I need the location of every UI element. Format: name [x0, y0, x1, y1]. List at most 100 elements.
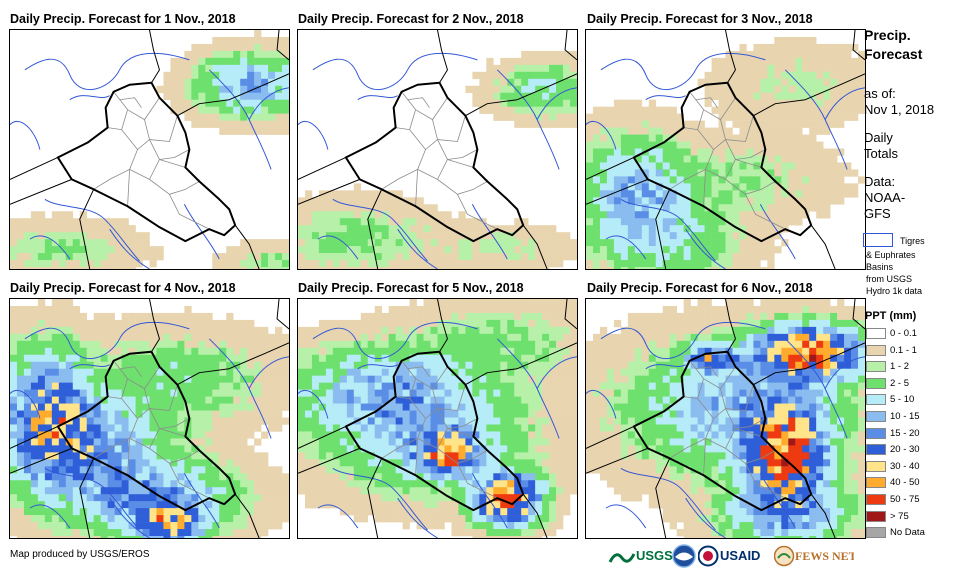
basin-boundary	[29, 235, 71, 260]
province-boundary	[725, 115, 754, 142]
province-boundary	[437, 448, 488, 464]
basin-boundary	[332, 467, 428, 531]
basin-boundary	[759, 473, 796, 529]
legend-label: 2 - 5	[890, 377, 910, 389]
country-border	[10, 447, 72, 474]
basin-boundary	[69, 364, 110, 370]
fews-net-logo: FEWS NET	[773, 544, 857, 568]
basin-boundary	[44, 467, 140, 531]
country-border	[564, 30, 577, 61]
basin-boundary	[248, 87, 289, 120]
legend-label: No Data	[890, 527, 925, 539]
province-boundary	[725, 384, 754, 411]
province-boundary	[735, 149, 766, 160]
country-border	[522, 224, 548, 269]
basin-boundary	[471, 204, 508, 260]
country-border	[79, 189, 95, 269]
panel-title-3: Daily Precip. Forecast for 3 Nov., 2018	[587, 12, 813, 26]
province-boundary	[127, 169, 130, 207]
totals-line: Totals	[864, 146, 898, 161]
province-boundary	[703, 169, 706, 207]
province-boundary	[127, 438, 130, 476]
legend-swatch	[866, 494, 886, 505]
panel-title-5: Daily Precip. Forecast for 5 Nov., 2018	[298, 281, 524, 295]
basin-boundary	[317, 235, 359, 260]
map-credit: Map produced by USGS/EROS	[10, 549, 150, 560]
province-boundary	[447, 149, 478, 160]
country-border	[655, 458, 671, 538]
legend-swatch	[866, 344, 886, 356]
country-border	[298, 178, 360, 205]
province-boundary	[457, 194, 498, 230]
country-border	[234, 493, 260, 538]
usgs-logo: USGS	[608, 544, 693, 568]
data-source-line-2: GFS	[864, 206, 891, 221]
legend-swatch	[866, 444, 886, 456]
legend-label: 50 - 75	[890, 494, 920, 505]
province-boundary	[683, 378, 704, 399]
country-border	[810, 224, 836, 269]
country-border	[437, 30, 448, 84]
basin-boundary	[471, 473, 508, 529]
basin-boundary	[536, 87, 577, 120]
province-boundary	[169, 194, 210, 230]
province-boundary	[401, 91, 448, 121]
basin-legend-swatch	[863, 233, 893, 247]
province-boundary	[669, 149, 714, 190]
province-boundary	[381, 149, 426, 190]
noaa-logo	[672, 544, 696, 568]
country-border	[298, 447, 360, 474]
province-boundary	[113, 91, 160, 121]
map-panel-5	[297, 298, 578, 539]
as-of-value: Nov 1, 2018	[864, 102, 935, 117]
province-boundary	[745, 463, 786, 499]
legend-swatch	[866, 460, 886, 472]
legend-swatch	[866, 527, 886, 539]
country-border	[725, 30, 736, 84]
province-boundary	[119, 97, 142, 108]
iraq-border	[344, 81, 525, 243]
legend-swatch	[866, 361, 886, 373]
country-border	[655, 189, 671, 269]
province-boundary	[401, 360, 448, 390]
legend-label: 10 - 15	[890, 411, 920, 422]
province-boundary	[395, 109, 416, 130]
province-boundary	[697, 388, 726, 419]
province-boundary	[119, 366, 142, 377]
province-boundary	[409, 119, 438, 150]
basin-legend-line-5: Hydro 1k data	[866, 286, 923, 296]
province-boundary	[409, 388, 438, 419]
legend-title: PPT (mm)	[865, 310, 917, 322]
basin-legend-line-3: Basins	[866, 262, 894, 272]
basin-boundary	[600, 321, 766, 360]
country-border	[753, 73, 865, 117]
basin-legend-line-4: from USGS	[866, 274, 913, 284]
province-boundary	[725, 179, 776, 195]
basin-boundary	[645, 364, 686, 370]
province-boundary	[415, 438, 418, 476]
province-boundary	[689, 91, 736, 121]
country-border	[465, 342, 577, 386]
title-line-1: Precip.	[864, 27, 911, 43]
basin-boundary	[397, 228, 438, 269]
basin-boundary	[183, 204, 220, 260]
usaid-logo: USAID	[697, 544, 773, 568]
country-border	[149, 299, 160, 353]
country-border	[465, 73, 577, 117]
usaid-logo-text: USAID	[720, 548, 760, 563]
province-boundary	[457, 463, 498, 499]
country-border	[234, 224, 260, 269]
legend-swatch	[866, 377, 886, 389]
province-boundary	[407, 366, 430, 377]
data-label: Data:	[864, 174, 896, 189]
basin-boundary	[332, 198, 428, 262]
basin-boundary	[824, 356, 865, 389]
province-boundary	[407, 97, 430, 108]
province-boundary	[121, 119, 150, 150]
legend-swatch	[866, 394, 886, 406]
basin-boundary	[586, 120, 617, 150]
precipitation-raster	[10, 30, 289, 269]
legend-label: 15 - 20	[890, 427, 920, 439]
country-border	[149, 30, 160, 84]
precipitation-raster	[10, 299, 289, 538]
